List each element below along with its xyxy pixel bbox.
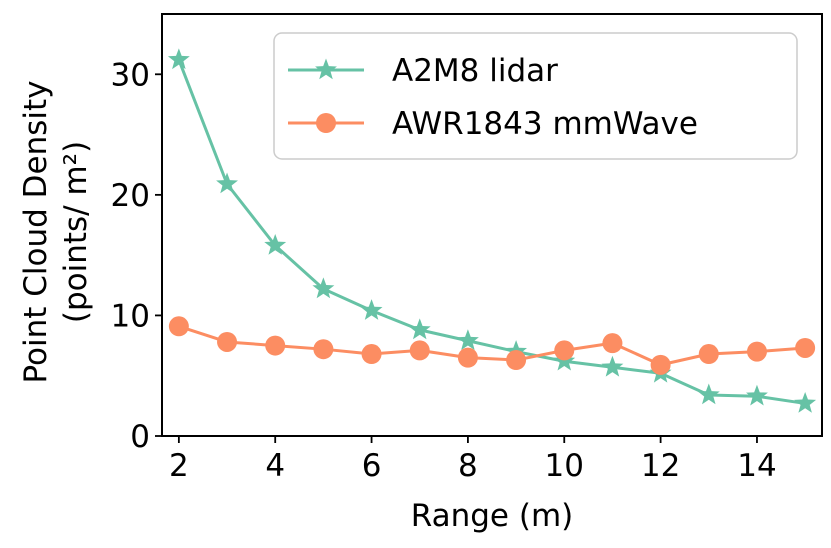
axes-frame (161, 13, 823, 437)
data-point-mmwave (506, 350, 527, 371)
data-point-lidar (167, 48, 190, 70)
x-tick-label: 8 (458, 448, 478, 484)
y-tick-label: 10 (111, 298, 150, 334)
x-tick-label: 6 (362, 448, 382, 484)
data-point-mmwave (168, 316, 189, 337)
legend-label-lidar: A2M8 lidar (392, 53, 558, 89)
legend-frame (273, 32, 798, 160)
x-tick-label: 12 (641, 448, 680, 484)
x-axis-title: Range (m) (411, 498, 574, 534)
legend: A2M8 lidar AWR1843 mmWave (273, 32, 798, 160)
data-point-lidar (312, 277, 335, 299)
legend-marker-lidar-star (315, 58, 337, 80)
data-point-mmwave (409, 340, 430, 361)
data-point-mmwave (265, 335, 286, 356)
data-point-mmwave (602, 333, 623, 354)
y-tick-label: 20 (111, 178, 150, 214)
x-tick-label: 14 (737, 448, 776, 484)
data-point-mmwave (217, 331, 238, 352)
x-tick-label: 10 (545, 448, 584, 484)
data-point-mmwave (650, 354, 671, 375)
plot-area: 2 4 6 8 10 12 14 0 10 20 30 (111, 48, 817, 484)
data-point-lidar (456, 329, 479, 351)
data-point-lidar (408, 318, 431, 340)
y-tick-label: 30 (111, 57, 150, 93)
y-axis-title-line2: (points/ m²) (58, 141, 94, 323)
legend-label-mmwave: AWR1843 mmWave (392, 106, 698, 142)
data-point-mmwave (746, 341, 767, 362)
legend-star-shape (315, 58, 337, 80)
y-tick-label: 0 (130, 419, 150, 455)
x-tick-label: 4 (265, 448, 285, 484)
data-point-lidar (264, 234, 287, 255)
data-point-lidar (794, 391, 817, 413)
data-point-lidar (360, 299, 383, 320)
data-point-mmwave (554, 340, 575, 361)
data-point-mmwave (795, 337, 816, 358)
data-point-mmwave (698, 344, 719, 365)
data-point-mmwave (313, 339, 334, 360)
data-point-lidar (746, 384, 768, 406)
data-point-mmwave (457, 347, 478, 368)
y-axis-title-line1: Point Cloud Density (18, 80, 54, 383)
data-point-mmwave (361, 344, 382, 365)
data-point-lidar (697, 383, 720, 405)
data-point-lidar (216, 172, 238, 194)
x-tick-label: 2 (169, 448, 189, 484)
data-point-lidar (601, 355, 624, 377)
legend-marker-mmwave-circle (316, 113, 336, 133)
